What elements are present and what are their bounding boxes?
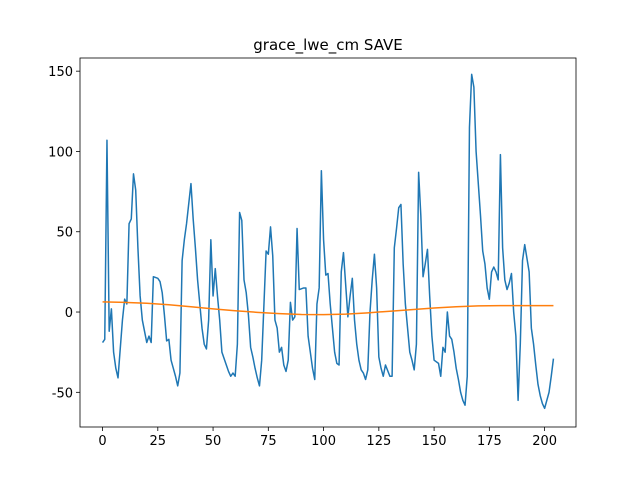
x-tick-label: 50 [205,434,222,449]
line [101,73,555,410]
y-tick-label: 150 [48,65,73,80]
plot-frame [79,57,577,428]
x-tick-label: 200 [532,434,557,449]
x-tick-label: 125 [366,434,391,449]
y-tick-label: -50 [52,386,73,401]
chart-title: grace_lwe_cm SAVE [253,36,403,55]
x-tick-label: 175 [477,434,502,449]
x-tick-label: 0 [98,434,106,449]
x-tick-label: 75 [260,434,277,449]
y-tick-label: 50 [56,226,73,241]
y-tick-label: 100 [48,145,73,160]
y-tick-label: 0 [65,306,73,321]
x-tick-label: 150 [422,434,447,449]
x-tick-label: 100 [311,434,336,449]
line [102,301,554,316]
x-tick-label: 25 [150,434,167,449]
